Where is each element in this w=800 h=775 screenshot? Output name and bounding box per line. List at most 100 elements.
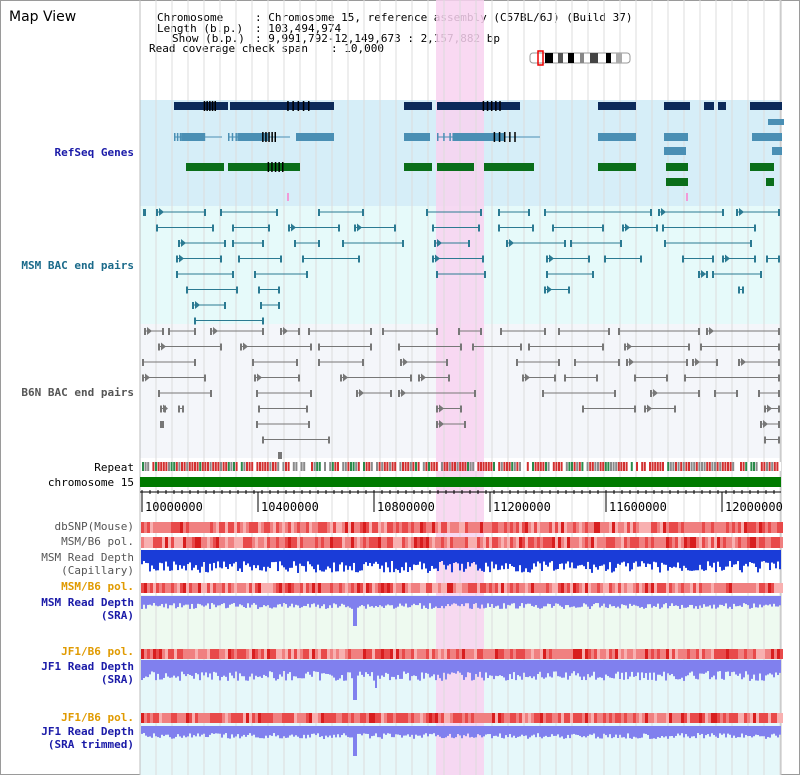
pol-cell[interactable] [186,522,189,533]
pol-cell[interactable] [444,537,447,548]
gene-exon-block[interactable] [664,133,688,141]
bac-end-right[interactable] [698,328,700,335]
pol-cell[interactable] [687,583,690,593]
repeat-element[interactable] [272,462,274,471]
jf1-sra-depth-bar[interactable] [557,660,559,677]
jf1-trimmed-depth-bar[interactable] [261,726,263,739]
msm-sra-depth-bar[interactable] [439,596,441,609]
pol-cell[interactable] [705,713,708,723]
pol-cell[interactable] [300,583,303,593]
pol-cell[interactable] [675,583,678,593]
msm-sra-depth-bar[interactable] [709,596,711,606]
pol-cell[interactable] [567,522,570,533]
pol-cell[interactable] [618,649,621,659]
msm-sra-depth-bar[interactable] [333,596,335,604]
pol-cell[interactable] [708,537,711,548]
bac-end-right[interactable] [298,328,300,335]
pol-cell[interactable] [582,522,585,533]
chromosome-bar[interactable] [140,477,781,487]
msm-sra-depth-bar[interactable] [349,596,351,608]
bac-end-right[interactable] [204,374,206,382]
bac-end-right[interactable] [328,436,330,444]
bac-end-right[interactable] [480,328,482,335]
msm-sra-depth-bar[interactable] [283,596,285,604]
pol-cell[interactable] [360,537,363,548]
pol-cell[interactable] [180,649,183,659]
pol-cell[interactable] [324,713,327,723]
repeat-element[interactable] [381,462,384,471]
jf1-trimmed-depth-bar[interactable] [555,726,557,736]
pol-cell[interactable] [228,649,231,659]
capillary-depth-bar[interactable] [285,550,287,570]
jf1-sra-depth-bar[interactable] [503,660,505,678]
pol-cell[interactable] [357,583,360,593]
jf1-trimmed-depth-bar[interactable] [667,726,669,739]
msm-sra-depth-bar[interactable] [733,596,735,604]
msm-sra-depth-bar[interactable] [553,596,555,607]
repeat-element[interactable] [347,462,350,471]
pol-cell[interactable] [765,583,768,593]
pol-cell[interactable] [468,713,471,723]
repeat-track[interactable] [142,462,781,471]
pol-cell[interactable] [543,649,546,659]
pol-cell[interactable] [456,713,459,723]
pol-cell[interactable] [303,713,306,723]
repeat-element[interactable] [680,462,683,471]
capillary-depth-bar[interactable] [177,550,179,571]
gene-exon-tick[interactable] [235,133,237,141]
pol-cell[interactable] [729,649,732,659]
jf1-sra-depth-bar[interactable] [315,660,317,672]
jf1-sra-depth-bar[interactable] [705,660,707,673]
jf1-trimmed-depth-bar[interactable] [617,726,619,738]
capillary-depth-bar[interactable] [293,550,295,562]
pol-cell[interactable] [243,583,246,593]
pol-cell[interactable] [561,649,564,659]
pol-cell[interactable] [678,537,681,548]
capillary-depth-bar[interactable] [527,550,529,573]
pol-cell[interactable] [672,522,675,533]
capillary-depth-bar[interactable] [479,550,481,569]
pol-cell[interactable] [309,522,312,533]
repeat-element[interactable] [773,462,776,471]
bac-end-right[interactable] [162,328,164,335]
capillary-depth-bar[interactable] [361,550,363,571]
jf1-sra-depth-bar[interactable] [337,660,339,680]
msm-sra-depth-bar[interactable] [469,596,471,609]
pol-cell[interactable] [648,713,651,723]
jf1-trimmed-depth-bar[interactable] [507,726,509,738]
pol-cell[interactable] [591,713,594,723]
capillary-depth-bar[interactable] [645,550,647,567]
bac-end-left[interactable] [516,359,518,366]
capillary-depth-bar[interactable] [735,550,737,565]
pol-cell[interactable] [375,583,378,593]
jf1-trimmed-depth-bar[interactable] [317,726,319,734]
pol-cell[interactable] [270,713,273,723]
pol-cell[interactable] [591,649,594,659]
pol-cell[interactable] [291,537,294,548]
jf1-trimmed-depth-bar[interactable] [709,726,711,737]
jf1-sra-depth-bar[interactable] [457,660,459,672]
jf1-sra-depth-bar[interactable] [169,660,171,678]
bac-end-left[interactable] [552,224,554,232]
bac-end-right[interactable] [544,328,546,335]
pol-cell[interactable] [759,649,762,659]
jf1-trimmed-depth-bar[interactable] [429,726,431,734]
jf1-sra-depth-bar[interactable] [197,660,199,675]
gene-exon-block[interactable] [750,163,774,171]
jf1-sra-depth-bar[interactable] [443,660,445,673]
jf1-sra-depth-bar[interactable] [409,660,411,681]
pol-cell[interactable] [273,522,276,533]
jf1-sra-depth-bar[interactable] [331,660,333,676]
msm-sra-depth-bar[interactable] [397,596,399,607]
pol-cell[interactable] [534,649,537,659]
jf1-sra-depth-bar[interactable] [707,660,709,672]
bac-end-left[interactable] [142,359,144,366]
pol-cell[interactable] [480,583,483,593]
jf1-sra-depth-bar[interactable] [271,660,273,673]
jf1-trimmed-depth-bar[interactable] [431,726,433,735]
msm-sra-depth-bar[interactable] [141,596,143,609]
pol-cell[interactable] [639,713,642,723]
pol-cell[interactable] [234,537,237,548]
pol-cell[interactable] [165,537,168,548]
jf1-sra-depth-bar[interactable] [637,660,639,673]
